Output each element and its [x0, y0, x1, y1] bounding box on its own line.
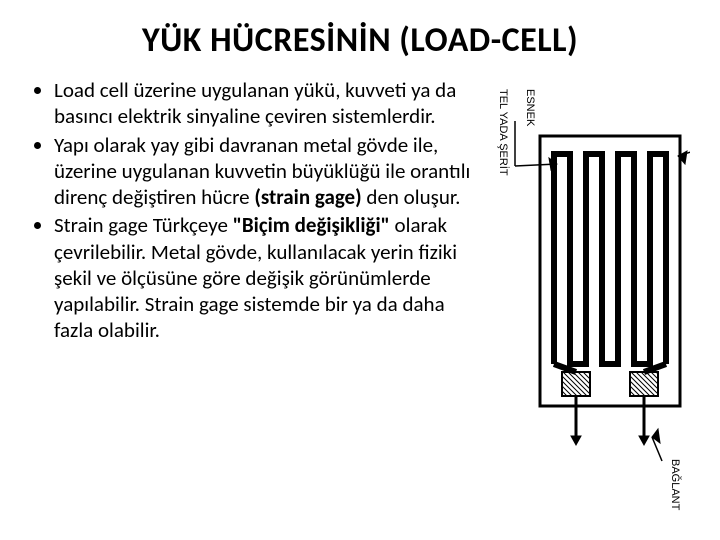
- svg-text:BAĞLANTI TERMİNALLERİ: BAĞLANTI TERMİNALLERİ: [669, 459, 682, 511]
- diagram-column: TEL YADA ŞERİT ESNEK BAĞLANTI TERMİNALLERİ: [480, 77, 690, 511]
- bullet-text-pre: Strain gage Türkçeye: [54, 212, 233, 238]
- bullet-item: Yapı olarak yay gibi davranan metal gövd…: [54, 132, 472, 211]
- svg-text:ESNEK: ESNEK: [524, 89, 536, 127]
- page-title: YÜK HÜCRESİNİN (LOAD-CELL): [30, 20, 690, 61]
- bullet-text-bold: (strain gage): [254, 184, 361, 210]
- bullet-item: Load cell üzerine uygulanan yükü, kuvvet…: [54, 77, 472, 130]
- content-row: Load cell üzerine uygulanan yükü, kuvvet…: [30, 77, 690, 511]
- strain-gage-diagram: TEL YADA ŞERİT ESNEK BAĞLANTI TERMİNALLERİ: [480, 81, 690, 511]
- text-column: Load cell üzerine uygulanan yükü, kuvvet…: [30, 77, 472, 511]
- bullet-text-pre: Load cell üzerine uygulanan yükü, kuvvet…: [54, 77, 456, 129]
- bullet-list: Load cell üzerine uygulanan yükü, kuvvet…: [30, 77, 472, 344]
- svg-text:TEL YADA ŞERİT: TEL YADA ŞERİT: [497, 89, 510, 176]
- bullet-item: Strain gage Türkçeye "Biçim değişikliği"…: [54, 212, 472, 343]
- bullet-text-bold: "Biçim değişikliği": [233, 212, 390, 238]
- bullet-text-post: den oluşur.: [362, 184, 461, 210]
